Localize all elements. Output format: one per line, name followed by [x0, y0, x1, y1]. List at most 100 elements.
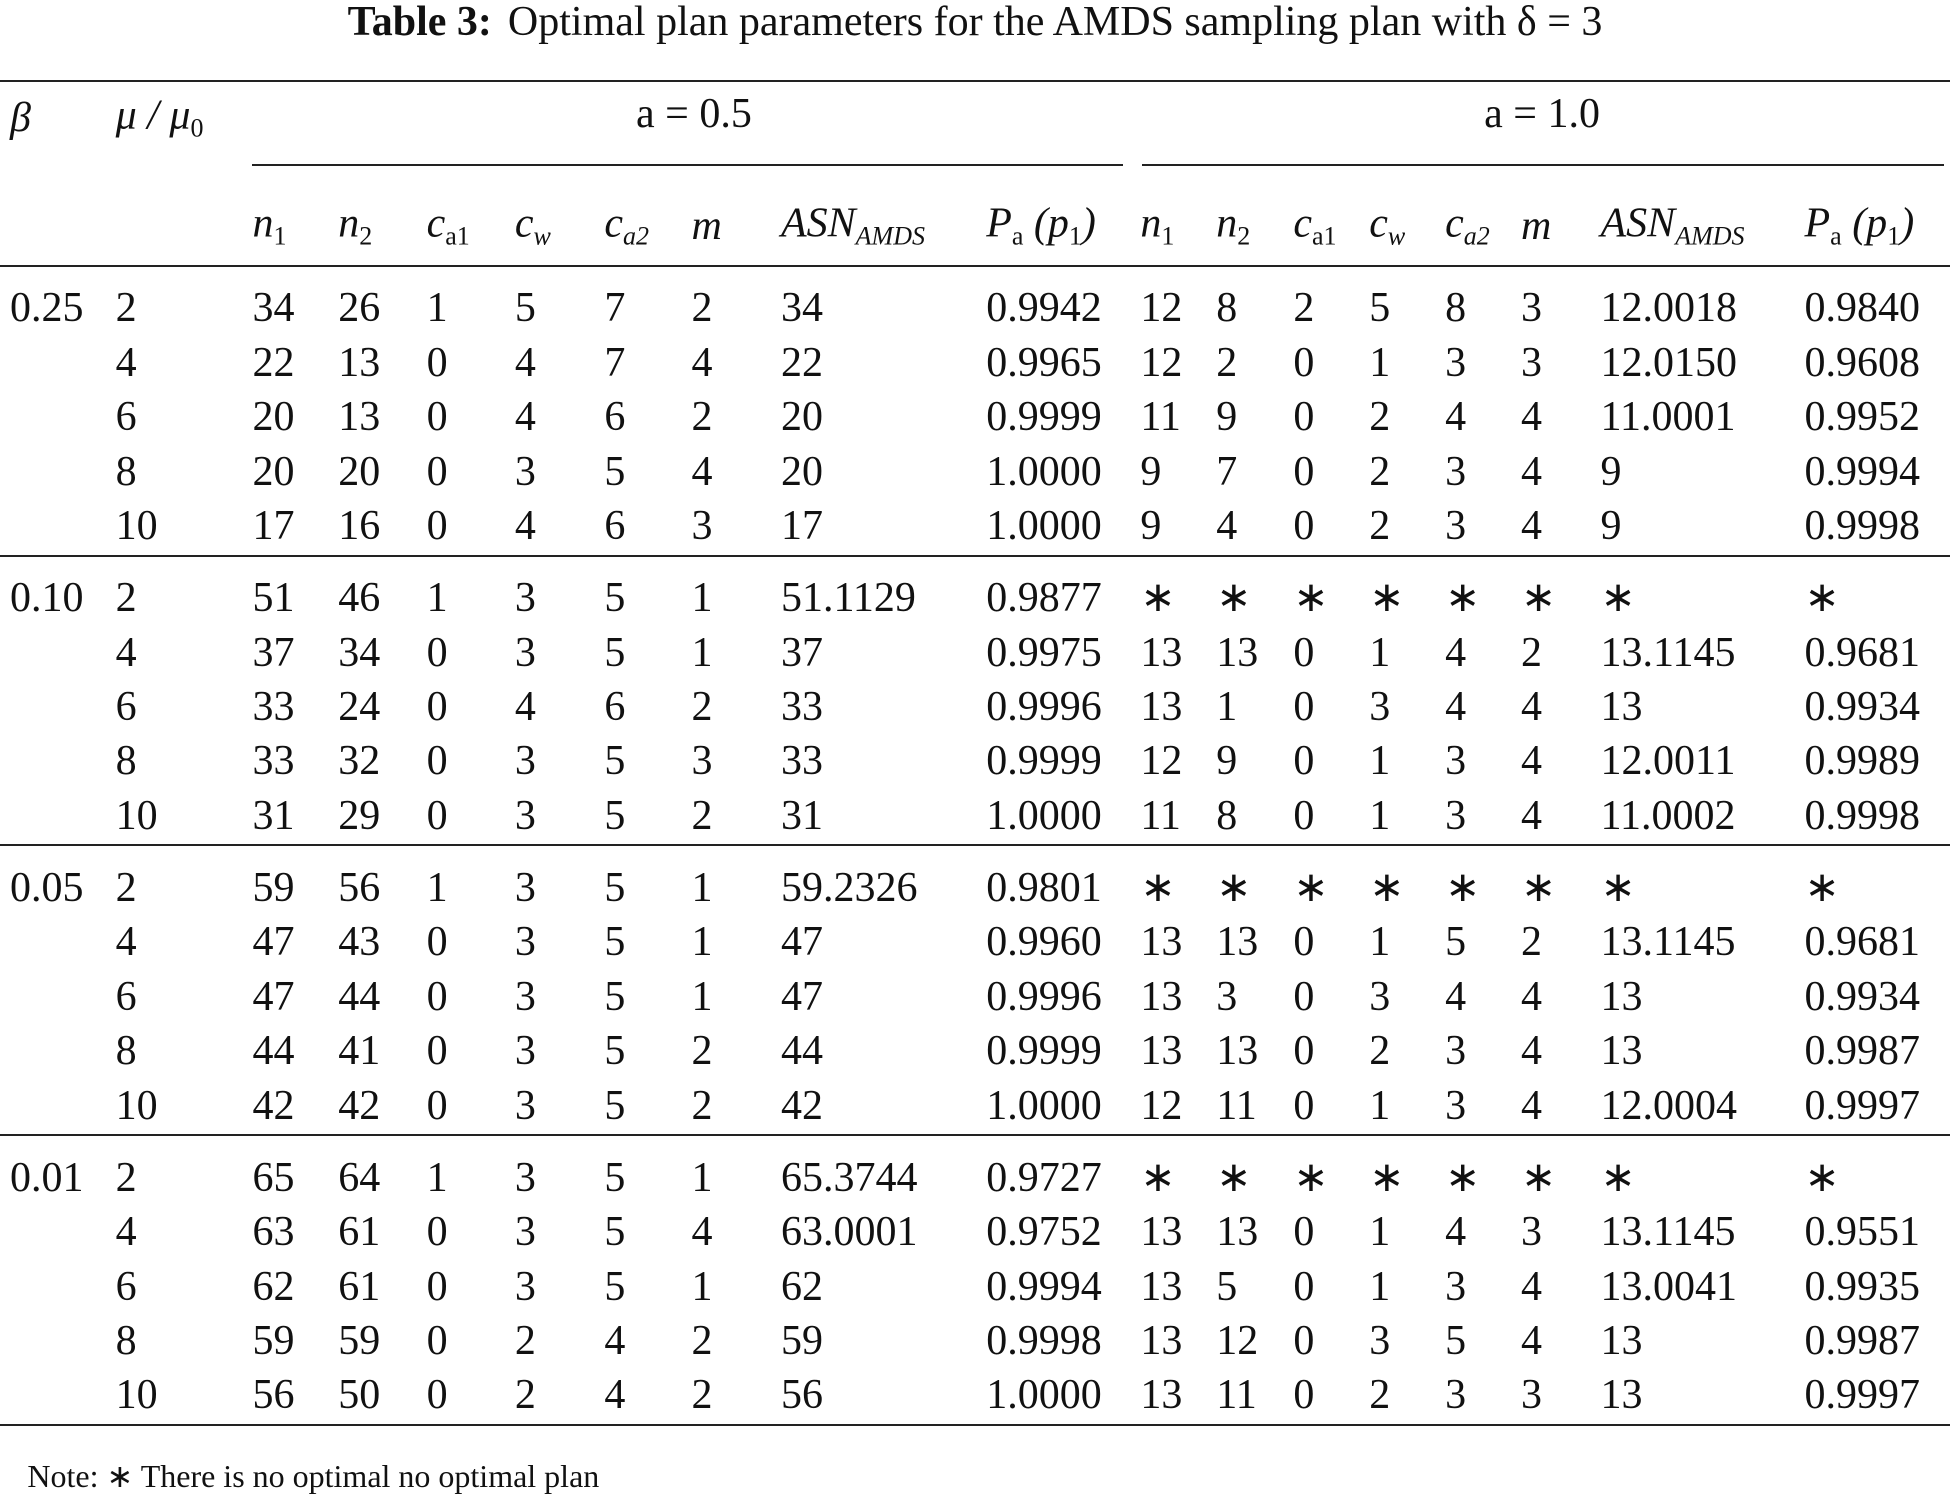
cell: 22	[780, 339, 823, 386]
cell: 64	[338, 1154, 381, 1201]
cell: 4	[1520, 1082, 1542, 1129]
symbol: )	[1900, 200, 1915, 247]
cell: ∗	[1140, 864, 1176, 911]
cell: 51.1129	[780, 575, 916, 622]
cell: 1	[426, 864, 448, 911]
cell: 1	[426, 575, 448, 622]
cell: 6	[115, 1263, 137, 1310]
cell: 0	[426, 792, 448, 839]
cell: 0	[426, 973, 448, 1020]
cell: 0.9551	[1804, 1209, 1920, 1256]
cell: 2	[691, 285, 713, 332]
cell: ∗	[1520, 1154, 1557, 1201]
rule	[0, 554, 1950, 557]
note: Note: ∗ There is no optimal no optimal p…	[27, 1458, 600, 1495]
cell: 41	[338, 1028, 381, 1075]
title-label: Table 3:	[347, 0, 492, 46]
cell: ∗	[1600, 575, 1636, 622]
cell: 1	[1369, 339, 1391, 386]
cell: 0	[426, 683, 448, 730]
cell: 13	[1140, 683, 1183, 730]
cell: 5	[604, 629, 626, 676]
cell: 0	[1293, 339, 1315, 386]
rule	[1141, 164, 1944, 167]
cell: 0.9989	[1804, 738, 1920, 785]
cell: 56	[252, 1372, 295, 1419]
cell: 22	[252, 339, 295, 386]
cell: 3	[1445, 1263, 1467, 1310]
cell: 12.0004	[1600, 1082, 1738, 1129]
cell: 13	[1600, 973, 1643, 1020]
cell: 0	[1293, 629, 1315, 676]
cell: 0.9681	[1804, 919, 1920, 966]
cell: 0.9935	[1804, 1263, 1920, 1310]
cell: 3	[514, 629, 536, 676]
cell: 2	[691, 1317, 713, 1364]
rule	[0, 79, 1950, 82]
cell: 16	[338, 503, 381, 550]
cell: 0	[1293, 1372, 1315, 1419]
cell: 5	[604, 1263, 626, 1310]
cell: ∗	[1293, 575, 1329, 622]
cell: 2	[1369, 503, 1391, 550]
cell: 1	[1369, 792, 1391, 839]
cell: 5	[604, 973, 626, 1020]
cell: 13	[1140, 973, 1183, 1020]
cell: 2	[1520, 629, 1542, 676]
cell: 11	[1216, 1372, 1257, 1419]
cell: 0.9987	[1804, 1028, 1920, 1075]
cell: 2	[1369, 1028, 1391, 1075]
cell: 11	[1140, 394, 1181, 441]
cell: 0	[426, 1317, 448, 1364]
cell: 0	[426, 503, 448, 550]
symbol: n	[1140, 200, 1162, 247]
cell: 4	[1520, 1028, 1542, 1075]
cell: 2	[115, 1154, 137, 1201]
cell: 59	[780, 1317, 823, 1364]
cell: 8	[115, 1317, 137, 1364]
beta-value: 0.01	[9, 1154, 84, 1201]
cell: 1	[1369, 1263, 1391, 1310]
cell: ∗	[1520, 864, 1557, 911]
cell: 0.9975	[986, 629, 1102, 676]
cell: 5	[604, 1209, 626, 1256]
cell: 5	[604, 1154, 626, 1201]
cell: 1	[1369, 738, 1391, 785]
cell: 2	[691, 792, 713, 839]
column-header: n1	[252, 203, 286, 250]
cell: 3	[1520, 285, 1542, 332]
title: Table 3: Optimal plan parameters for the …	[0, 1, 1950, 43]
cell: 0	[1293, 1082, 1315, 1129]
column-header: n1	[1140, 203, 1174, 250]
cell: 3	[514, 448, 536, 495]
cell: 0.9840	[1804, 285, 1920, 332]
cell: ∗	[1804, 1154, 1840, 1201]
cell: 4	[514, 339, 536, 386]
column-header: ca1	[427, 203, 470, 250]
cell: 4	[1445, 683, 1467, 730]
symbol: P	[986, 200, 1012, 247]
cell: 13	[1600, 683, 1643, 730]
cell: 4	[115, 919, 137, 966]
column-header: cw	[1369, 203, 1405, 250]
cell: 1.0000	[986, 448, 1102, 495]
cell: 0	[1293, 394, 1315, 441]
cell: 3	[1520, 1372, 1542, 1419]
cell: 42	[338, 1082, 381, 1129]
cell: 0.9998	[1804, 792, 1920, 839]
cell: 2	[115, 285, 137, 332]
cell: 1	[691, 1263, 713, 1310]
beta-value: 0.25	[9, 285, 84, 332]
cell: 0.9997	[1804, 1082, 1920, 1129]
cell: 0	[1293, 448, 1315, 495]
beta-value: 0.05	[9, 864, 84, 911]
cell: 13	[1140, 1372, 1183, 1419]
cell: 13	[1216, 1028, 1259, 1075]
cell: 2	[1216, 339, 1238, 386]
cell: 0	[426, 1209, 448, 1256]
cell: ∗	[1600, 864, 1636, 911]
cell: 3	[514, 1209, 536, 1256]
cell: 4	[1520, 1317, 1542, 1364]
cell: 12	[1140, 1082, 1183, 1129]
cell: 4	[1216, 503, 1238, 550]
